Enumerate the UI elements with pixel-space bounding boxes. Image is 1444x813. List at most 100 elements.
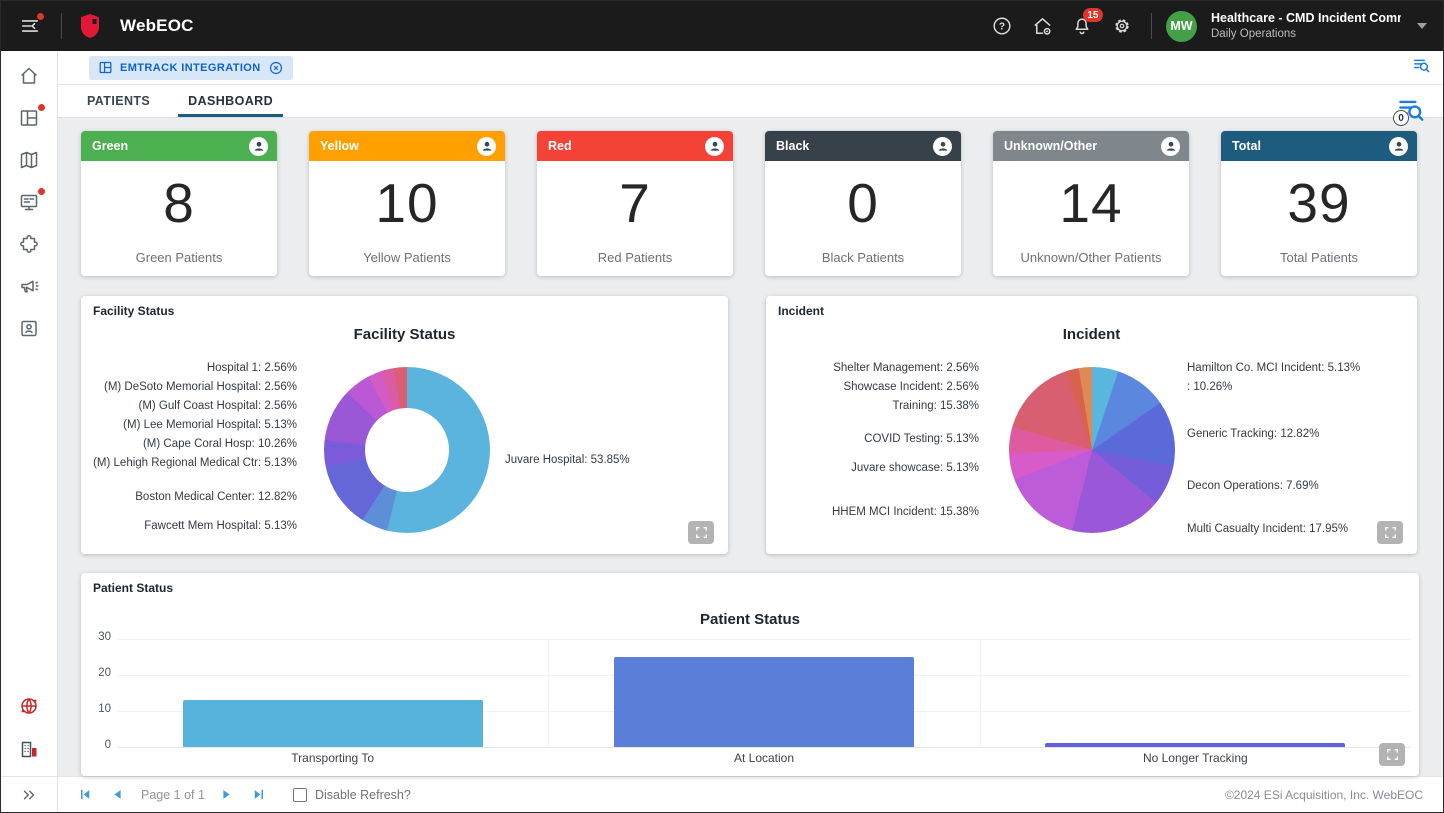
panel-label: Incident (778, 304, 825, 318)
summary-card-green: Green 8 Green Patients (81, 131, 277, 276)
x-axis-category-label: Transporting To (291, 751, 375, 765)
facility-status-pie-chart: Hospital 1: 2.56% (M) DeSoto Memorial Hos… (81, 296, 728, 554)
pie-slice-label: : 10.26% (1187, 381, 1233, 393)
close-icon[interactable] (268, 60, 284, 76)
chevron-down-icon[interactable] (1417, 23, 1427, 29)
pie-slice-label: Hospital 1: 2.56% (206, 362, 297, 374)
view-tabs: PATIENTS DASHBOARD 0 (58, 85, 1443, 126)
patient-status-panel: Patient Status Patient Status 30 20 10 0 Tra… (81, 573, 1419, 776)
pagination-bar: Page 1 of 1 Disable Refresh? ©2024 ESi A… (58, 776, 1443, 812)
card-title: Red (548, 139, 572, 153)
sidebar-item-contacts[interactable] (17, 316, 41, 340)
card-value: 0 (847, 172, 879, 234)
card-label: Yellow Patients (363, 250, 451, 265)
home-settings-icon[interactable] (1027, 11, 1057, 41)
gridline (548, 639, 550, 747)
summary-cards-row: Green 8 Green Patients Yellow 10 Yellow … (81, 131, 1417, 276)
topbar-divider-2 (1151, 13, 1152, 39)
card-label: Black Patients (821, 250, 905, 265)
user-avatar[interactable]: MW (1166, 10, 1197, 42)
person-icon[interactable] (1389, 136, 1408, 156)
filter-count-badge: 0 (1393, 110, 1409, 126)
chevrons-right-icon (23, 790, 35, 799)
menu-alert-dot (37, 13, 44, 20)
incident-position-switcher[interactable]: Healthcare - CMD Incident Comma… Daily O… (1211, 11, 1401, 41)
expand-icon[interactable] (1379, 743, 1405, 766)
board-tab-emtrack-integration[interactable]: EMTRACK INTEGRATION (89, 55, 293, 80)
juvare-logo (78, 12, 102, 40)
checkbox-icon[interactable] (292, 787, 307, 802)
card-value: 7 (619, 172, 651, 234)
chart-title: Patient Status (699, 611, 801, 628)
bar-no-longer-tracking (1045, 743, 1346, 747)
card-value: 39 (1287, 172, 1351, 234)
x-axis-category-label: No Longer Tracking (1142, 751, 1248, 765)
board-icon (99, 61, 112, 74)
person-icon[interactable] (933, 136, 952, 156)
sidebar-item-global[interactable] (17, 694, 41, 718)
pie-slice-label: COVID Testing: 5.13% (864, 433, 979, 445)
tab-patients[interactable]: PATIENTS (87, 94, 151, 108)
help-icon[interactable]: ? (987, 11, 1017, 41)
panel-label: Facility Status (93, 304, 175, 318)
person-icon[interactable] (249, 136, 268, 156)
first-page-button[interactable] (73, 783, 97, 807)
position-name: Daily Operations (1211, 27, 1297, 40)
notification-badge: 15 (1082, 8, 1103, 22)
sidebar-item-home[interactable] (17, 64, 41, 88)
expand-icon[interactable] (1377, 521, 1403, 544)
tab-dashboard[interactable]: DASHBOARD (178, 94, 283, 117)
sidebar-item-plugins[interactable] (17, 232, 41, 256)
dashboard-content: Green 8 Green Patients Yellow 10 Yellow … (58, 118, 1443, 776)
panel-label: Patient Status (93, 581, 174, 595)
person-icon[interactable] (705, 136, 724, 156)
previous-page-button[interactable] (105, 783, 129, 807)
card-label: Red Patients (597, 250, 673, 265)
board-tab-strip: EMTRACK INTEGRATION (58, 51, 1443, 85)
pie-slice-label: Fawcett Mem Hospital: 5.13% (144, 520, 297, 532)
pie-slice-label: Decon Operations: 7.69% (1187, 480, 1319, 492)
sidebar-expand-button[interactable] (1, 776, 57, 812)
pie-slice-label: (M) Cape Coral Hosp: 10.26% (142, 438, 297, 450)
bar-transporting-to (182, 700, 483, 747)
gridline (117, 639, 1411, 640)
next-page-button[interactable] (215, 783, 239, 807)
card-title: Yellow (320, 139, 359, 153)
person-icon[interactable] (477, 136, 496, 156)
pie-slice-label: Shelter Management: 2.56% (833, 362, 979, 374)
summary-card-black: Black 0 Black Patients (765, 131, 961, 276)
y-axis-tick-label: 20 (98, 667, 111, 679)
y-axis-tick-label: 0 (104, 739, 111, 751)
sidebar-item-maps[interactable] (17, 148, 41, 172)
pie-slice-label: Hamilton Co. MCI Incident: 5.13% (1187, 362, 1361, 374)
board-search-icon[interactable] (1412, 56, 1431, 80)
menu-icon[interactable] (15, 11, 45, 41)
person-icon[interactable] (1161, 136, 1180, 156)
card-value: 14 (1059, 172, 1123, 234)
pie-slice-label: Generic Tracking: 12.82% (1187, 428, 1320, 440)
expand-icon[interactable] (688, 521, 714, 544)
card-value: 8 (163, 172, 195, 234)
notifications-icon[interactable]: 15 (1067, 8, 1103, 41)
incident-name: Healthcare - CMD Incident Comma… (1211, 11, 1401, 25)
facility-status-panel: Facility Status Facility Status Hospital… (81, 296, 728, 554)
gridline (117, 747, 1411, 748)
y-axis-tick-label: 30 (98, 631, 111, 643)
pie-slice-label: Juvare Hospital: 53.85% (505, 454, 630, 466)
card-label: Green Patients (135, 250, 223, 265)
pie-slice-label: (M) Lee Memorial Hospital: 5.13% (123, 419, 297, 431)
sidebar-item-facilities[interactable] (17, 737, 41, 761)
sidebar-item-announcements[interactable] (17, 274, 41, 298)
bar-at-location (614, 657, 914, 747)
sidebar-item-message-board[interactable] (17, 188, 45, 214)
incident-pie-chart: Shelter Management: 2.56% Showcase Incide… (766, 296, 1417, 554)
disable-refresh-checkbox[interactable]: Disable Refresh? (292, 787, 411, 802)
last-page-button[interactable] (247, 783, 271, 807)
filter-search-icon[interactable]: 0 (1393, 95, 1430, 126)
settings-gear-icon[interactable] (1107, 11, 1137, 41)
summary-card-unknown: Unknown/Other 14 Unknown/Other Patients (993, 131, 1189, 276)
topbar-divider (61, 13, 62, 39)
sidebar-item-boards[interactable] (17, 104, 45, 130)
messages-alert-dot (38, 188, 45, 195)
